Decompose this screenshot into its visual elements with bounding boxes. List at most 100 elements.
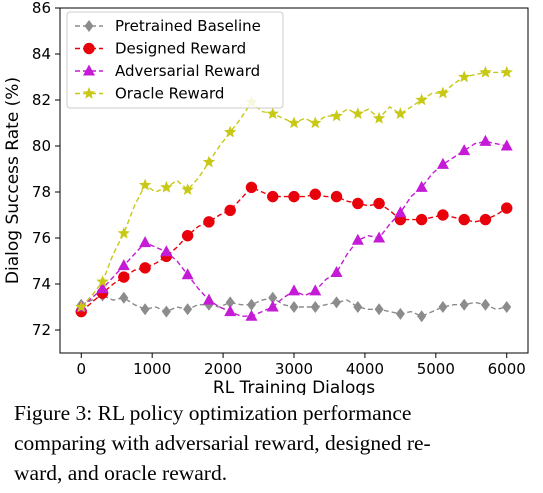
data-point: [160, 245, 173, 257]
data-point: [436, 86, 450, 99]
caption-line-3: ward, and oracle reward.: [14, 461, 228, 485]
legend-marker: [82, 87, 96, 99]
data-point: [459, 298, 469, 311]
data-point: [183, 303, 193, 316]
data-point: [458, 213, 470, 226]
legend-marker: [84, 20, 94, 32]
data-point: [288, 190, 300, 203]
data-point: [202, 155, 216, 168]
data-point: [245, 181, 258, 194]
data-point: [139, 262, 151, 274]
x-tick-label: 6000: [488, 360, 526, 378]
data-point: [288, 284, 300, 296]
figure-caption: Figure 3: RL policy optimization perform…: [14, 398, 534, 488]
data-point: [330, 190, 343, 203]
data-point: [117, 226, 130, 239]
y-tick-label: 74: [32, 275, 51, 293]
data-point: [266, 300, 279, 312]
legend-item: Designed Reward: [75, 40, 246, 58]
legend-marker: [83, 42, 95, 55]
data-point: [479, 65, 492, 78]
data-point: [352, 197, 364, 210]
data-point: [394, 107, 407, 120]
data-point: [500, 139, 513, 151]
data-point: [310, 301, 320, 313]
data-point: [225, 296, 235, 309]
data-point: [415, 180, 428, 192]
y-tick-label: 76: [32, 229, 51, 247]
data-point: [436, 157, 449, 169]
data-point: [181, 183, 194, 195]
legend-label: Pretrained Baseline: [115, 17, 261, 35]
y-tick-label: 86: [32, 0, 51, 17]
data-point: [330, 109, 343, 122]
data-point: [458, 70, 471, 83]
data-point: [479, 134, 492, 146]
legend-label: Oracle Reward: [115, 85, 224, 103]
y-tick-label: 80: [32, 137, 51, 155]
data-point: [373, 197, 385, 210]
data-point: [96, 282, 109, 294]
y-tick-label: 82: [32, 91, 51, 109]
data-point: [479, 213, 492, 226]
data-point: [372, 111, 386, 124]
data-point: [415, 213, 428, 226]
data-point: [373, 231, 386, 243]
y-tick-label: 78: [32, 183, 51, 201]
data-point: [268, 291, 278, 304]
y-tick-label: 72: [32, 321, 51, 339]
data-point: [245, 309, 258, 321]
data-point: [140, 303, 150, 316]
chart-area: 0 1000 2000 3000 4000 5000 6000 72 74 76 78 80 82 84 8…: [3, 0, 529, 395]
data-point: [437, 209, 449, 221]
data-point: [500, 65, 513, 78]
data-point: [224, 125, 237, 138]
data-point: [160, 180, 173, 193]
data-point: [119, 291, 129, 304]
series-adversarial-reward: [75, 134, 513, 321]
data-point: [224, 305, 237, 317]
legend-item: Pretrained Baseline: [75, 17, 261, 35]
data-point: [202, 293, 215, 305]
data-point: [224, 204, 236, 217]
data-point: [203, 216, 215, 228]
data-point: [161, 305, 171, 318]
data-point: [351, 107, 364, 120]
data-point: [458, 144, 471, 156]
x-axis-label: RL Training Dialogs: [213, 378, 375, 395]
y-tick-label: 84: [32, 45, 51, 63]
data-point: [395, 307, 405, 320]
data-point: [309, 188, 322, 201]
data-point: [181, 268, 194, 280]
y-axis-label: Dialog Success Rate (%): [3, 77, 23, 284]
data-point: [415, 93, 428, 106]
legend-marker: [83, 64, 95, 76]
data-point: [139, 236, 152, 248]
series-designed-reward: [75, 181, 513, 318]
data-point: [500, 202, 513, 214]
data-point: [480, 298, 490, 311]
caption-line-2: comparing with adversarial reward, desig…: [14, 431, 431, 455]
data-point: [309, 116, 322, 129]
data-point: [266, 107, 279, 120]
chart-svg: 0 1000 2000 3000 4000 5000 6000 72 74 76 78 80 82 84 8…: [3, 0, 529, 395]
legend-label: Designed Reward: [115, 40, 246, 58]
data-point: [353, 301, 363, 313]
data-point: [266, 190, 279, 203]
data-point: [118, 271, 130, 283]
data-point: [309, 284, 322, 296]
x-tick-label: 0: [76, 360, 86, 378]
x-tick-label: 1000: [133, 360, 171, 378]
data-point: [351, 233, 364, 245]
x-tick-label: 5000: [417, 360, 455, 378]
data-point: [289, 301, 299, 313]
data-point: [332, 296, 342, 309]
legend-item: Oracle Reward: [75, 85, 224, 103]
data-point: [96, 275, 109, 287]
data-point: [287, 116, 301, 129]
legend-item: Adversarial Reward: [75, 62, 260, 80]
legend-label: Adversarial Reward: [115, 62, 260, 80]
series-pretrained-baseline: [76, 289, 512, 323]
legend-box: [66, 11, 284, 109]
data-point: [181, 229, 194, 242]
